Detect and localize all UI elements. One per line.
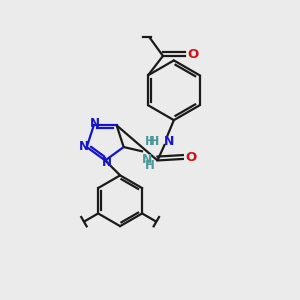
Text: N: N <box>80 140 89 153</box>
Text: N: N <box>142 153 152 166</box>
Text: H: H <box>149 135 160 148</box>
Text: H: H <box>145 159 154 172</box>
Text: O: O <box>185 151 196 164</box>
Text: H: H <box>145 135 154 148</box>
Text: N: N <box>164 135 175 148</box>
Text: N: N <box>102 156 112 169</box>
Text: O: O <box>188 48 199 61</box>
Text: N: N <box>90 117 100 130</box>
